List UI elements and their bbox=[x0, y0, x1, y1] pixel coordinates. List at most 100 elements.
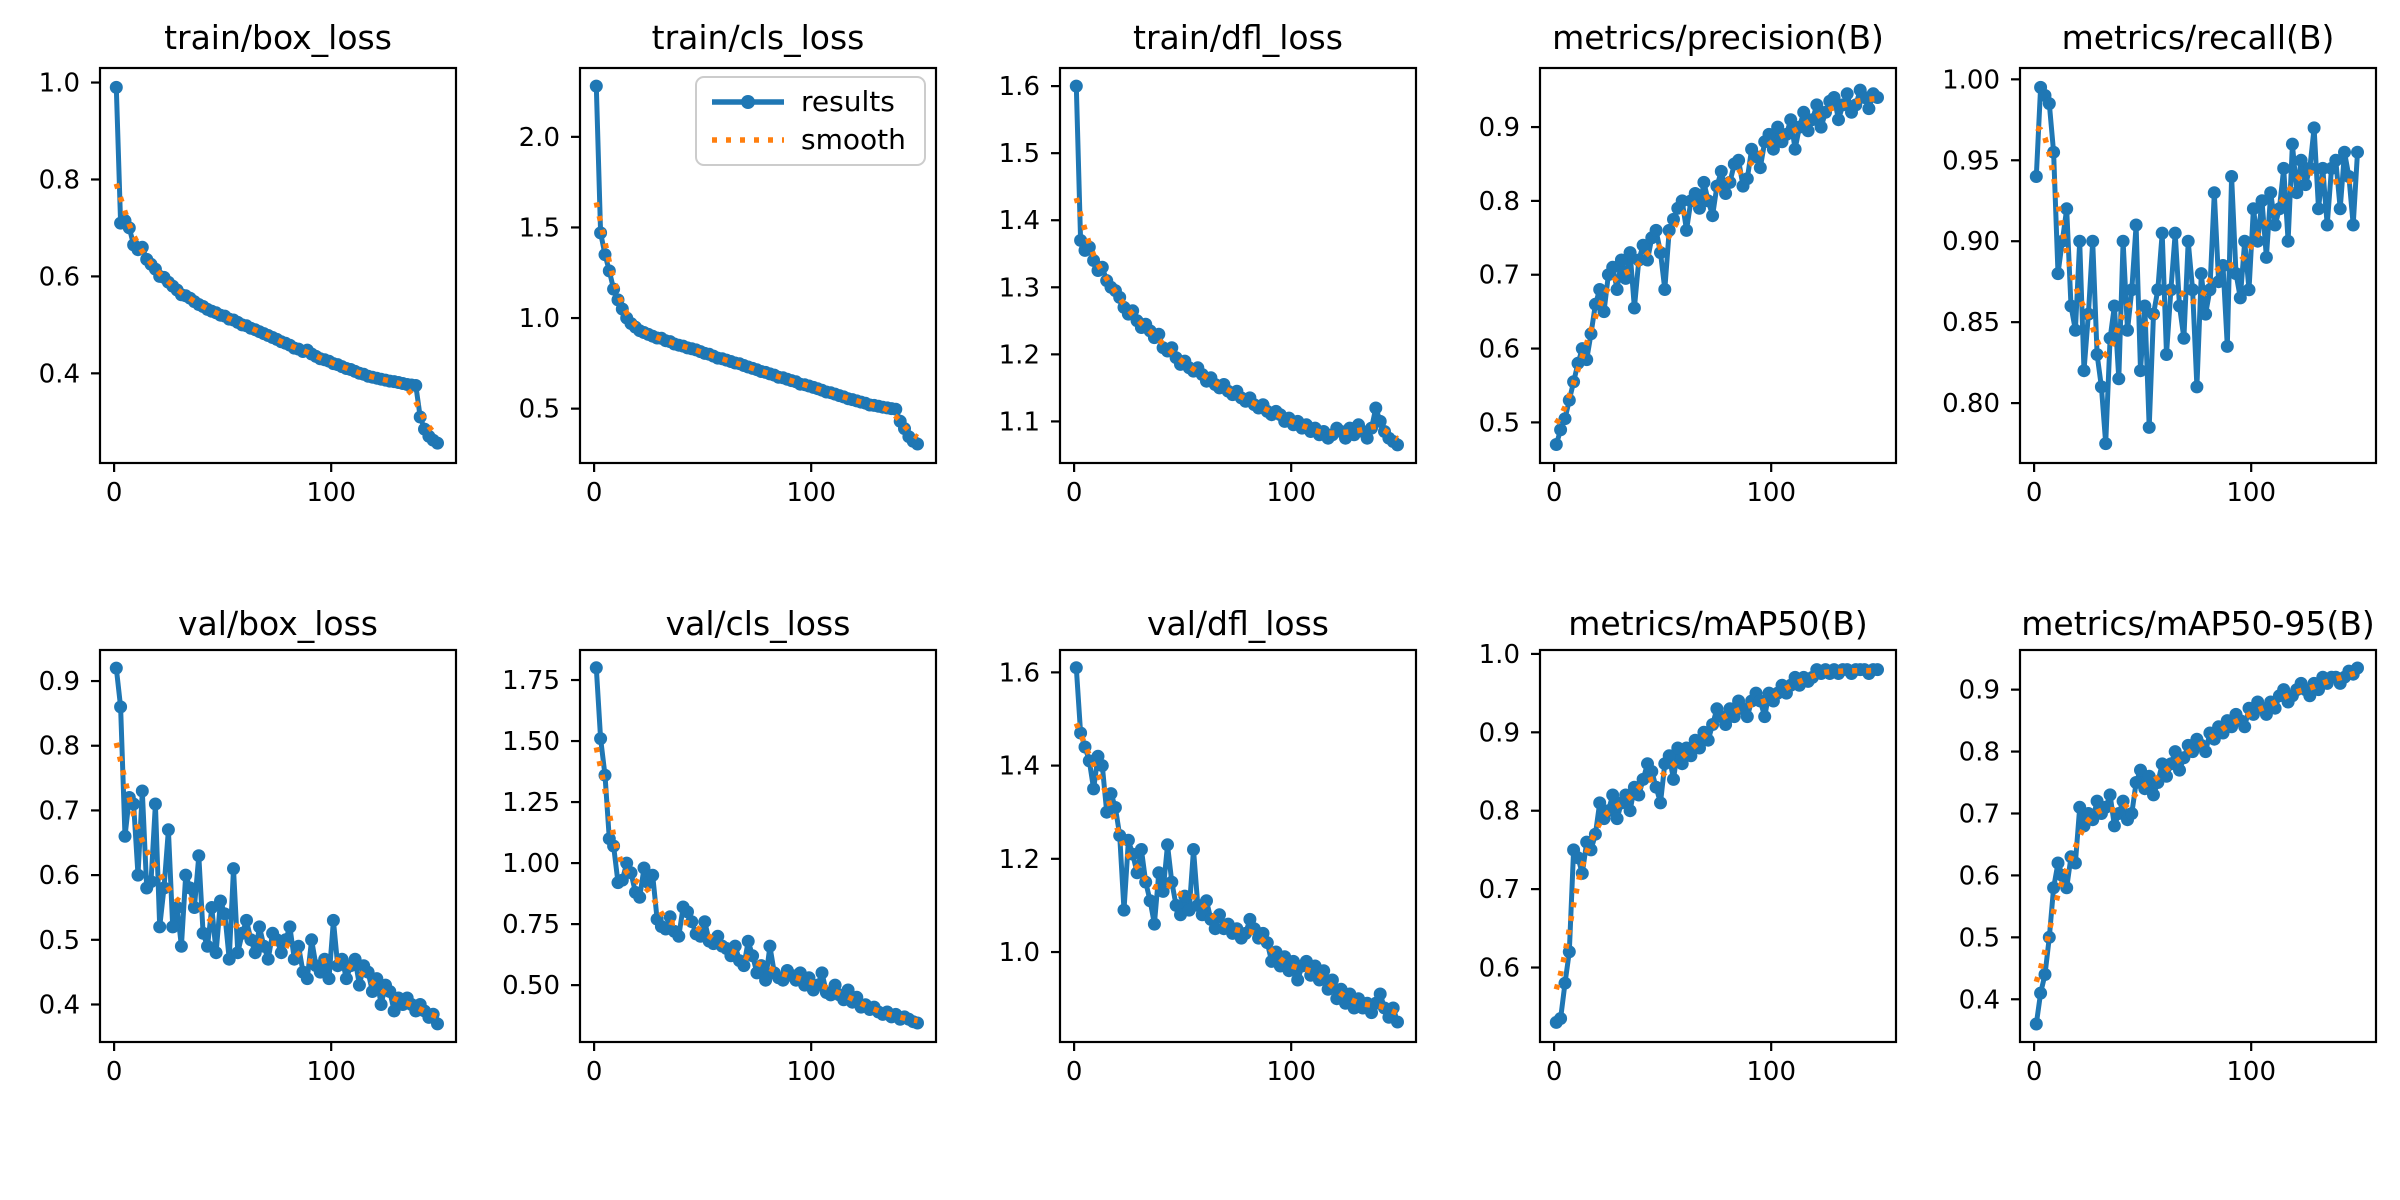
smooth-line bbox=[593, 746, 918, 1024]
y-tick-label: 1.6 bbox=[999, 658, 1040, 688]
results-marker bbox=[1714, 164, 1728, 178]
chart-title-metrics-precision: metrics/precision(B) bbox=[1552, 18, 1884, 57]
results-marker bbox=[114, 700, 128, 714]
smooth-line bbox=[113, 182, 440, 438]
results-marker bbox=[2064, 299, 2078, 313]
y-tick-label: 0.6 bbox=[1479, 954, 1520, 984]
y-tick-label: 0.95 bbox=[1942, 146, 2000, 176]
x-tick-label: 100 bbox=[1746, 478, 1796, 508]
results-marker bbox=[1087, 782, 1101, 796]
results-line bbox=[113, 84, 440, 446]
results-marker bbox=[2099, 800, 2113, 814]
results-marker bbox=[2125, 283, 2139, 297]
y-tick-label: 0.4 bbox=[39, 359, 80, 389]
smooth-line bbox=[113, 742, 439, 1020]
results-marker bbox=[209, 946, 223, 960]
axes-frame bbox=[98, 648, 458, 1044]
x-tick-label: 100 bbox=[306, 478, 356, 508]
results-marker bbox=[2177, 331, 2191, 345]
results-marker bbox=[1610, 812, 1624, 826]
y-tick-label: 1.4 bbox=[999, 206, 1040, 236]
results-marker bbox=[2285, 137, 2299, 151]
y-tick-label: 0.6 bbox=[39, 262, 80, 292]
subplot-train-cls-loss: train/cls_loss 0.5 1.0 1.5 2.0 0 100 results … bbox=[480, 0, 960, 600]
y-tick-label: 1.0 bbox=[39, 69, 80, 99]
subplot-metrics-map50: metrics/mAP50(B) 0.6 0.7 0.8 0.9 1.0 0 100 bbox=[1440, 600, 1920, 1200]
x-tick-label: 100 bbox=[786, 478, 836, 508]
results-marker bbox=[2107, 299, 2121, 313]
results-marker bbox=[187, 901, 201, 914]
results-marker bbox=[339, 972, 353, 986]
metrics-recall-plot: 0.80 0.85 0.90 0.95 1.00 0 100 bbox=[1942, 65, 2378, 508]
results-marker bbox=[1391, 1015, 1404, 1029]
results-marker bbox=[1610, 283, 1624, 296]
y-tick-label: 1.0 bbox=[999, 938, 1040, 968]
results-marker bbox=[1753, 161, 1767, 175]
axes-frame bbox=[1058, 648, 1418, 1044]
results-marker bbox=[1758, 710, 1772, 724]
legend-entry-smooth: smooth bbox=[709, 125, 914, 155]
y-tick-label: 0.50 bbox=[502, 971, 560, 1001]
results-marker bbox=[1134, 843, 1148, 856]
results-marker bbox=[240, 913, 253, 927]
results-marker bbox=[431, 1017, 444, 1031]
results-marker bbox=[1147, 917, 1161, 931]
results-marker bbox=[1871, 663, 1884, 677]
results-marker bbox=[1082, 240, 1096, 254]
series-layer bbox=[2029, 80, 2364, 451]
results-marker bbox=[2238, 720, 2252, 734]
results-marker bbox=[589, 661, 603, 675]
results-marker bbox=[374, 998, 388, 1011]
results-marker bbox=[615, 873, 629, 887]
results-marker bbox=[1740, 172, 1754, 186]
results-marker bbox=[2290, 186, 2304, 200]
y-tick-label: 0.8 bbox=[39, 165, 80, 195]
results-marker bbox=[646, 868, 660, 882]
results-marker bbox=[2138, 299, 2152, 313]
results-marker bbox=[2073, 234, 2087, 248]
results-marker bbox=[1213, 908, 1226, 922]
chart-title-val-box-loss: val/box_loss bbox=[178, 604, 378, 643]
y-tick-label: 2.0 bbox=[519, 123, 560, 153]
results-marker bbox=[1797, 105, 1811, 119]
chart-title-metrics-map50-95: metrics/mAP50-95(B) bbox=[2021, 604, 2375, 643]
smooth-line-icon bbox=[712, 137, 784, 143]
results-marker bbox=[2186, 283, 2200, 297]
results-marker bbox=[279, 933, 293, 947]
series-layer bbox=[109, 661, 444, 1031]
y-tick-label: 0.7 bbox=[1479, 261, 1520, 291]
results-marker bbox=[1373, 987, 1387, 1001]
y-tick-label: 0.7 bbox=[1479, 875, 1520, 905]
results-marker bbox=[1649, 780, 1663, 794]
results-marker bbox=[741, 934, 755, 948]
results-marker bbox=[728, 939, 742, 953]
results-marker bbox=[1732, 153, 1746, 167]
results-marker bbox=[179, 868, 193, 882]
results-marker bbox=[1788, 142, 1802, 156]
results-marker bbox=[2233, 291, 2247, 305]
results-marker bbox=[109, 661, 123, 675]
results-marker bbox=[1360, 431, 1374, 445]
results-marker bbox=[1840, 87, 1854, 101]
results-marker bbox=[1588, 297, 1602, 311]
y-tick-label: 0.5 bbox=[1479, 408, 1520, 438]
results-marker bbox=[2034, 986, 2048, 1000]
metrics-map50-95-plot: 0.4 0.5 0.6 0.7 0.8 0.9 0 100 bbox=[1959, 648, 2378, 1087]
results-marker bbox=[2125, 807, 2139, 820]
results-marker bbox=[2320, 218, 2334, 232]
results-marker bbox=[2090, 348, 2104, 361]
axes-frame bbox=[1538, 66, 1898, 465]
series-layer bbox=[1549, 663, 1884, 1029]
results-marker bbox=[148, 797, 162, 811]
results-marker bbox=[2229, 267, 2243, 281]
results-marker bbox=[1706, 209, 1720, 223]
results-marker bbox=[2199, 307, 2213, 321]
results-marker bbox=[2060, 202, 2074, 216]
axes-frame bbox=[1538, 648, 1898, 1044]
results-marker bbox=[737, 959, 751, 973]
series-layer bbox=[1069, 79, 1404, 452]
results-marker bbox=[1675, 757, 1689, 771]
x-tick-label: 0 bbox=[1546, 478, 1563, 508]
chart-title-train-dfl-loss: train/dfl_loss bbox=[1133, 18, 1343, 57]
